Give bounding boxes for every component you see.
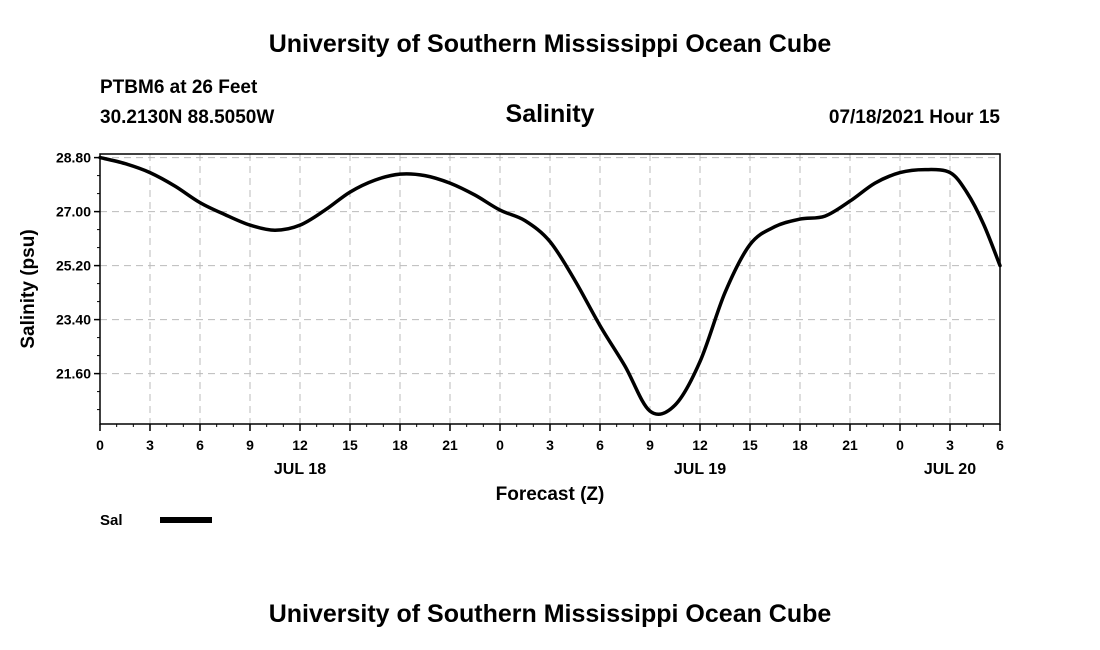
x-tick-label: 21 [442,437,458,453]
forecast-datetime: 07/18/2021 Hour 15 [828,107,1000,128]
y-axis-label: Salinity (psu) [18,229,39,348]
chart-title: Salinity [505,100,595,128]
x-tick-label: 9 [646,437,654,453]
salinity-series-line [98,155,1002,416]
x-tick-label: 18 [392,437,408,453]
top-title: University of Southern Mississippi Ocean… [268,30,832,58]
y-tick-label: 23.40 [56,312,91,328]
x-tick-label: 0 [496,437,504,453]
x-tick-label: 3 [146,437,154,453]
plot-frame [99,153,1001,425]
x-tick-label: 3 [946,437,954,453]
x-tick-label: 18 [792,437,808,453]
station-coordinates: 30.2130N 88.5050W [100,107,275,128]
y-tick-label: 27.00 [56,204,91,220]
legend-label-sal: Sal [100,512,123,529]
x-tick-label: 6 [196,437,204,453]
axis-ticks [94,156,1001,431]
x-tick-label: 15 [742,437,758,453]
x-tick-label: 3 [546,437,554,453]
x-tick-label: 9 [246,437,254,453]
x-tick-label: 0 [896,437,904,453]
x-tick-label: 6 [996,437,1004,453]
x-tick-label: 0 [96,437,104,453]
y-tick-label: 25.20 [56,258,91,274]
y-tick-label: 21.60 [56,366,91,382]
y-tick-label: 28.80 [56,150,91,166]
x-tick-label: 6 [596,437,604,453]
x-tick-label: 12 [692,437,708,453]
x-axis-label: Forecast (Z) [496,484,605,505]
tick-labels: 0 3 6 9 12 15 18 21 0 3 6 9 12 15 18 21 0 3 6 JUL 18 JUL 19 J… [56,150,1004,478]
day-label: JUL 18 [274,461,326,478]
grid-lines [100,154,1000,424]
x-tick-label: 15 [342,437,358,453]
legend: Sal [100,512,212,529]
day-label: JUL 20 [924,461,976,478]
bottom-title: University of Southern Mississippi Ocean… [268,600,832,628]
x-tick-label: 12 [292,437,308,453]
station-label: PTBM6 at 26 Feet [100,77,258,98]
x-tick-label: 21 [842,437,858,453]
day-label: JUL 19 [674,461,726,478]
